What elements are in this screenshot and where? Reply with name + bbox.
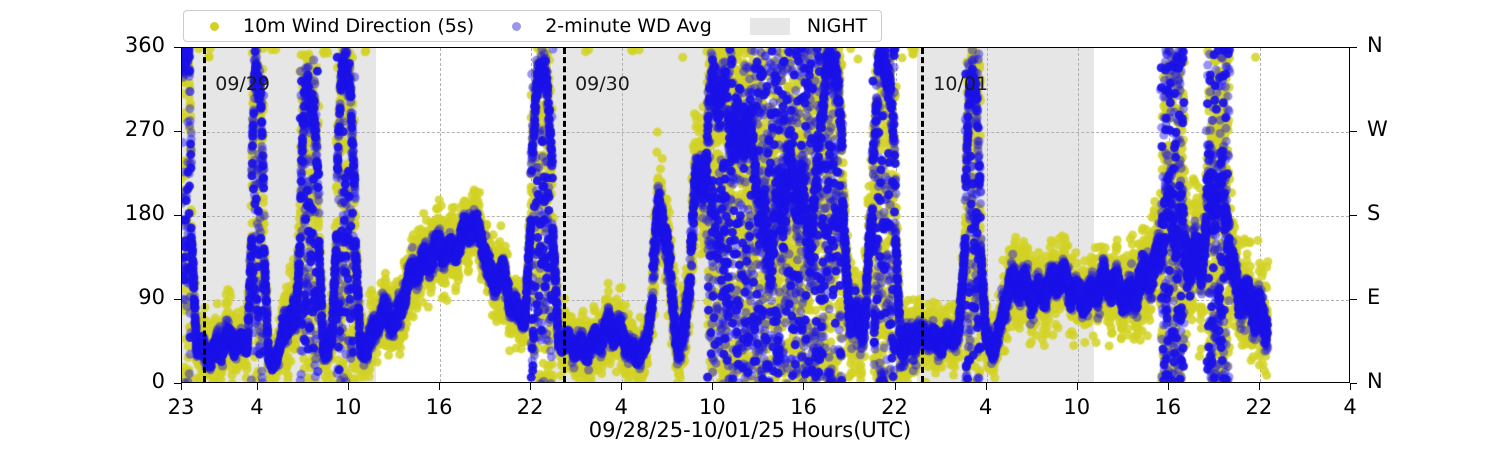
- legend-entry-2-minute-wd-avg[interactable]: 2-minute WD Avg: [500, 14, 712, 37]
- x-axis-tick-label: 16: [425, 395, 453, 419]
- legend-marker-icon-blue: [512, 21, 522, 31]
- legend-label-10m-wind-direction: 10m Wind Direction (5s): [243, 14, 475, 37]
- x-axis-title: 09/28/25-10/01/25 Hours(UTC): [588, 418, 912, 442]
- x-axis-tick-label: 23: [167, 395, 195, 419]
- x-axis-tick-mark: [1258, 383, 1260, 390]
- chart-legend: 10m Wind Direction (5s) 2-minute WD Avg …: [183, 10, 883, 42]
- legend-entry-10m-wind-direction[interactable]: 10m Wind Direction (5s): [198, 14, 475, 37]
- legend-label-night: NIGHT: [806, 14, 868, 37]
- right-axis-tick-label: W: [1367, 117, 1388, 141]
- x-axis-tick-label: 10: [1063, 395, 1091, 419]
- legend-label-2-minute-wd-avg: 2-minute WD Avg: [545, 14, 712, 37]
- right-axis-tick-label: S: [1367, 201, 1381, 225]
- x-axis-tick-label: 16: [1154, 395, 1182, 419]
- right-axis-tick-label: N: [1367, 33, 1383, 57]
- legend-marker-icon-yellow: [210, 21, 219, 31]
- x-axis-tick-mark: [1076, 383, 1078, 390]
- y-axis-tick-mark: [174, 299, 181, 300]
- plot-area: 09/29 09/30 10/01: [181, 47, 1350, 383]
- x-axis-tick-mark: [712, 383, 714, 390]
- right-axis-tick-mark: [1350, 299, 1357, 300]
- y-axis-tick-label: 360: [124, 33, 165, 57]
- x-axis-tick-label: 4: [614, 395, 628, 419]
- day-boundary-label: 09/30: [575, 73, 630, 95]
- day-boundary-label: 10/01: [933, 73, 989, 95]
- y-axis-tick-label: 0: [151, 369, 165, 393]
- right-axis-tick-mark: [1350, 215, 1357, 216]
- x-axis-tick-mark: [985, 383, 987, 390]
- x-axis-tick-mark: [621, 383, 623, 390]
- x-axis-tick-label: 22: [1245, 395, 1273, 419]
- x-axis-tick-mark: [894, 383, 896, 390]
- day-boundary-line: [563, 48, 567, 382]
- x-axis-tick-mark: [256, 383, 258, 390]
- x-axis-tick-label: 10: [698, 395, 726, 419]
- y-axis-tick-mark: [174, 215, 181, 216]
- y-axis-tick-label: 270: [124, 117, 165, 141]
- day-boundary-label: 09/29: [215, 73, 271, 95]
- x-axis-tick-label: 4: [978, 395, 993, 419]
- legend-entry-night[interactable]: NIGHT: [738, 14, 868, 37]
- x-axis-tick-mark: [1167, 383, 1169, 390]
- y-axis-tick-label: 180: [124, 201, 165, 225]
- x-axis-tick-label: 4: [1343, 395, 1357, 419]
- scatter-data-canvas: [182, 48, 1349, 382]
- x-axis-tick-mark: [1350, 383, 1351, 390]
- y-axis-tick-mark: [174, 131, 181, 132]
- x-axis-tick-mark: [348, 383, 349, 390]
- x-axis-tick-label: 4: [250, 395, 264, 419]
- right-axis-tick-label: N: [1367, 369, 1383, 393]
- right-axis-tick-mark: [1350, 47, 1357, 48]
- x-axis-tick-mark: [181, 383, 182, 390]
- right-axis-tick-mark: [1350, 383, 1357, 384]
- x-axis-tick-mark: [530, 383, 532, 390]
- day-boundary-line: [921, 48, 925, 382]
- y-axis-tick-mark: [174, 383, 181, 384]
- x-axis-tick-label: 22: [516, 395, 544, 419]
- legend-swatch-night: [749, 17, 790, 35]
- x-axis-tick-label: 10: [334, 395, 362, 419]
- y-axis-tick-mark: [174, 47, 181, 48]
- right-axis-tick-label: E: [1367, 285, 1381, 309]
- right-axis-tick-mark: [1350, 131, 1357, 132]
- day-boundary-line: [203, 48, 207, 382]
- y-axis-tick-label: 90: [138, 285, 165, 309]
- x-axis-tick-label: 16: [790, 395, 817, 419]
- x-axis-tick-label: 22: [881, 395, 908, 419]
- x-axis-tick-mark: [803, 383, 805, 390]
- x-axis-tick-mark: [439, 383, 441, 390]
